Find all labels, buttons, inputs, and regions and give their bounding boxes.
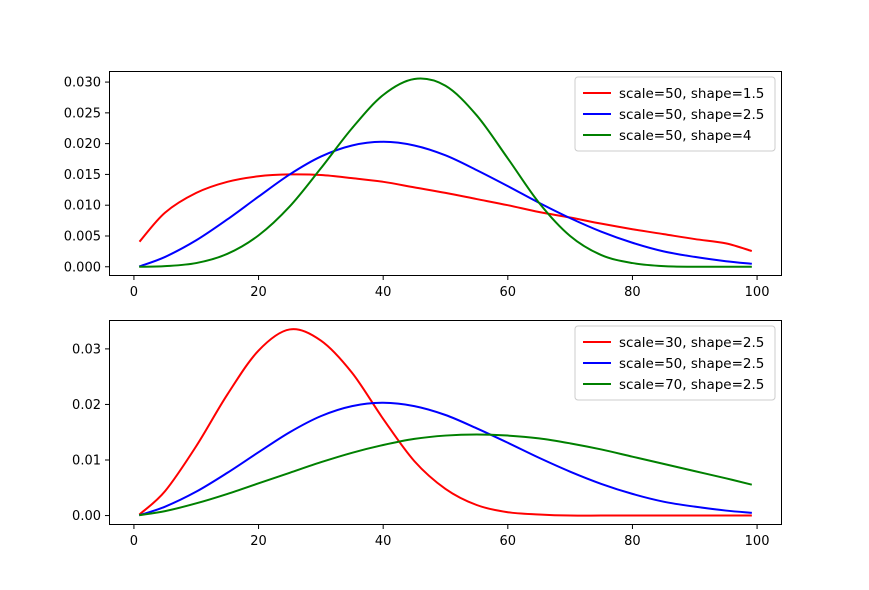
legend-label-0: scale=50, shape=1.5 <box>619 86 764 102</box>
y-tick-label: 0.02 <box>72 398 101 413</box>
y-tick-label: 0.00 <box>72 509 101 524</box>
x-tick-label: 100 <box>745 534 770 549</box>
axes-frame <box>109 71 782 276</box>
series-line-0 <box>138 328 752 517</box>
x-tick-label: 0 <box>130 285 138 300</box>
series-lines <box>138 328 753 517</box>
y-tick-label: 0.015 <box>64 168 101 183</box>
series-lines <box>138 77 753 268</box>
y-tick-label: 0.03 <box>72 342 101 357</box>
y-tick-label: 0.005 <box>64 229 101 244</box>
y-tick-label: 0.025 <box>64 106 101 121</box>
series-line-1 <box>138 140 752 268</box>
chart-panel-top: 0 20 40 60 80 100 0.000 0.005 0.010 0.015 0.020 0.0… <box>64 71 782 300</box>
x-tick-label: 40 <box>375 285 392 300</box>
series-line-1 <box>138 401 752 517</box>
x-tick-label: 80 <box>624 534 641 549</box>
series-line-2 <box>139 433 753 517</box>
x-tick-label: 60 <box>500 534 517 549</box>
x-tick-label: 20 <box>250 534 267 549</box>
x-tick-label: 80 <box>624 285 641 300</box>
legend-box <box>574 76 776 152</box>
y-tick-label: 0.020 <box>64 137 101 152</box>
legend: scale=30, shape=2.5 scale=50, shape=2.5 sc… <box>574 325 776 401</box>
x-tick-label: 40 <box>375 534 392 549</box>
x-tick-label: 100 <box>745 285 770 300</box>
y-tick-label: 0.000 <box>64 260 101 275</box>
legend: scale=50, shape=1.5 scale=50, shape=2.5 sc… <box>574 76 776 152</box>
x-tick-label: 0 <box>130 534 138 549</box>
series-line-0 <box>138 173 753 253</box>
x-tick-label: 60 <box>500 285 517 300</box>
legend-label-1: scale=50, shape=2.5 <box>619 356 764 372</box>
legend-label-0: scale=30, shape=2.5 <box>619 335 764 351</box>
series-line-2 <box>139 77 752 268</box>
legend-label-1: scale=50, shape=2.5 <box>619 107 764 123</box>
y-tick-label: 0.030 <box>64 76 101 91</box>
axes-frame <box>109 320 782 525</box>
legend-label-2: scale=70, shape=2.5 <box>619 377 764 393</box>
chart-panel-bottom: 0 20 40 60 80 100 0.00 0.01 0.02 0.03 scale=30, sh… <box>72 320 782 549</box>
x-tick-label: 20 <box>250 285 267 300</box>
legend-box <box>574 325 776 401</box>
y-tick-label: 0.01 <box>72 454 101 469</box>
legend-label-2: scale=50, shape=4 <box>619 128 752 144</box>
y-tick-label: 0.010 <box>64 199 101 214</box>
